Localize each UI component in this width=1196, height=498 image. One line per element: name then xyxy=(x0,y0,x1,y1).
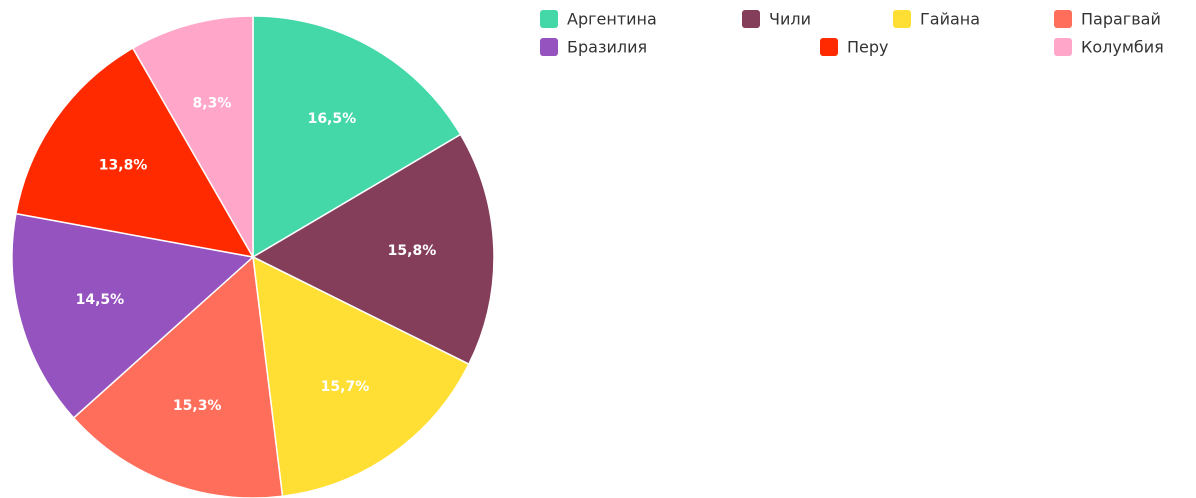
legend-swatch[interactable] xyxy=(1054,38,1072,56)
data-label: 14,5% xyxy=(76,292,125,308)
legend-label[interactable]: Перу xyxy=(847,38,889,57)
legend-label[interactable]: Колумбия xyxy=(1081,38,1164,57)
pie-slice xyxy=(131,15,254,260)
data-label: 8,3% xyxy=(193,95,232,111)
legend-swatch[interactable] xyxy=(1054,10,1072,28)
legend-label[interactable]: Аргентина xyxy=(567,10,657,29)
data-label: 16,5% xyxy=(308,111,357,127)
pie-slice xyxy=(11,212,255,419)
pie-slice xyxy=(251,133,495,366)
legend-swatch[interactable] xyxy=(540,10,558,28)
data-label: 13,8% xyxy=(99,157,148,173)
pie-slice xyxy=(15,47,255,259)
legend-label[interactable]: Бразилия xyxy=(567,38,647,57)
pie-slice xyxy=(252,15,462,259)
legend-swatch[interactable] xyxy=(540,38,558,56)
legend-swatch[interactable] xyxy=(742,10,760,28)
data-label: 15,3% xyxy=(173,398,222,414)
legend-label[interactable]: Гайана xyxy=(920,10,980,29)
legend-label[interactable]: Парагвай xyxy=(1081,10,1161,29)
legend-swatch[interactable] xyxy=(893,10,911,28)
legend-swatch[interactable] xyxy=(820,38,838,56)
data-label: 15,8% xyxy=(388,243,437,259)
pie-slice xyxy=(252,255,470,498)
data-label: 15,7% xyxy=(321,379,370,395)
legend-label[interactable]: Чили xyxy=(769,10,811,29)
